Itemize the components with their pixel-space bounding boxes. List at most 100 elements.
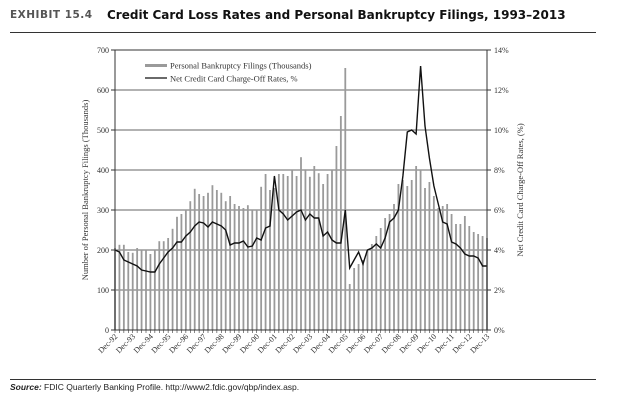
y-axis-label: Number of Personal Bankruptcy Filings (T… bbox=[80, 100, 90, 281]
y2-tick-label: 10% bbox=[494, 126, 509, 135]
y2-tick-label: 14% bbox=[494, 46, 509, 55]
y2-tick-label: 2% bbox=[494, 286, 505, 295]
source-label: Source: bbox=[10, 382, 42, 392]
bar bbox=[158, 241, 161, 330]
bar bbox=[455, 224, 457, 330]
bar bbox=[295, 176, 298, 330]
bar bbox=[308, 176, 311, 330]
bar bbox=[446, 204, 449, 330]
bar bbox=[118, 244, 121, 330]
bar bbox=[273, 188, 276, 330]
bar bbox=[468, 226, 471, 330]
bar bbox=[277, 174, 280, 330]
bar bbox=[415, 166, 418, 330]
bar bbox=[167, 238, 170, 330]
bar bbox=[441, 206, 444, 330]
bar bbox=[432, 196, 435, 330]
bar bbox=[202, 196, 205, 330]
bar bbox=[331, 170, 333, 330]
bar bbox=[145, 250, 147, 330]
legend: Personal Bankruptcy Filings (Thousands) … bbox=[145, 61, 312, 84]
y-tick-label: 300 bbox=[97, 206, 109, 215]
bar bbox=[122, 244, 125, 330]
bar bbox=[459, 224, 462, 330]
y-tick-label: 0 bbox=[105, 326, 109, 335]
y2-tick-label: 4% bbox=[494, 246, 505, 255]
bar bbox=[140, 250, 143, 330]
bar bbox=[397, 184, 400, 330]
bar bbox=[260, 186, 263, 330]
y-tick-label: 100 bbox=[97, 286, 109, 295]
bar bbox=[149, 254, 152, 330]
bar bbox=[437, 208, 440, 330]
bar bbox=[238, 206, 240, 330]
chart-title: Credit Card Loss Rates and Personal Bank… bbox=[107, 8, 566, 22]
y2-tick-label: 12% bbox=[494, 86, 509, 95]
bar bbox=[370, 244, 373, 330]
bar bbox=[375, 236, 378, 330]
bar bbox=[406, 186, 409, 330]
bar bbox=[463, 216, 466, 330]
bar bbox=[304, 169, 307, 330]
bar bbox=[220, 192, 223, 330]
bar bbox=[322, 184, 325, 330]
bar bbox=[313, 166, 316, 330]
bar bbox=[450, 214, 453, 330]
source-text: FDIC Quarterly Banking Profile. http://w… bbox=[44, 382, 300, 392]
bar bbox=[384, 218, 387, 330]
bar bbox=[180, 214, 183, 330]
bar bbox=[477, 234, 480, 330]
bar bbox=[246, 205, 249, 330]
bar bbox=[136, 248, 139, 330]
y-tick-label: 500 bbox=[97, 126, 109, 135]
y2-tick-label: 8% bbox=[494, 166, 505, 175]
chart: 0 100 200 300 400 500 600 700 0% 2% 4% 6% 8% 10% 12% 14… bbox=[80, 46, 525, 355]
bar bbox=[424, 188, 426, 330]
bar bbox=[162, 241, 165, 330]
bar bbox=[255, 210, 258, 330]
y2-tick-label: 0% bbox=[494, 326, 505, 335]
bar bbox=[419, 170, 422, 330]
bar bbox=[481, 236, 484, 330]
top-rule bbox=[10, 32, 596, 33]
bar bbox=[184, 210, 187, 330]
bar bbox=[300, 157, 302, 330]
bar bbox=[393, 204, 395, 330]
bar bbox=[379, 228, 382, 330]
y2-axis-label: Net Credit Card Charge-Off Rates, (%) bbox=[515, 123, 525, 256]
bar bbox=[269, 190, 271, 330]
bar bbox=[353, 268, 356, 330]
x-tick-label: Dec-13 bbox=[468, 332, 491, 355]
legend-label-bars: Personal Bankruptcy Filings (Thousands) bbox=[170, 61, 312, 71]
bar bbox=[251, 210, 254, 330]
bar bbox=[291, 170, 294, 330]
bar bbox=[211, 185, 214, 330]
y-tick-label: 200 bbox=[97, 246, 109, 255]
bar bbox=[171, 228, 174, 330]
y-tick-label: 400 bbox=[97, 166, 109, 175]
legend-label-line: Net Credit Card Charge-Off Rates, % bbox=[170, 74, 298, 84]
bar bbox=[215, 190, 218, 330]
legend-swatch-bars bbox=[145, 64, 167, 67]
bar bbox=[153, 250, 156, 330]
bar bbox=[282, 174, 285, 330]
bar bbox=[193, 188, 196, 330]
charge-off-line bbox=[114, 65, 487, 273]
bar bbox=[326, 174, 329, 330]
bar bbox=[264, 174, 267, 330]
bar bbox=[242, 208, 245, 330]
bar bbox=[348, 284, 351, 330]
bar bbox=[335, 146, 338, 330]
bar bbox=[189, 201, 192, 330]
bar bbox=[286, 176, 289, 330]
y2-tick-label: 6% bbox=[494, 206, 505, 215]
bar bbox=[472, 232, 475, 330]
bar bbox=[224, 201, 227, 330]
bar bbox=[127, 252, 130, 330]
bar bbox=[317, 173, 320, 330]
y-tick-label: 600 bbox=[97, 86, 109, 95]
bar bbox=[131, 252, 134, 330]
bar bbox=[207, 192, 209, 330]
bar bbox=[366, 250, 369, 330]
bar bbox=[357, 264, 360, 330]
